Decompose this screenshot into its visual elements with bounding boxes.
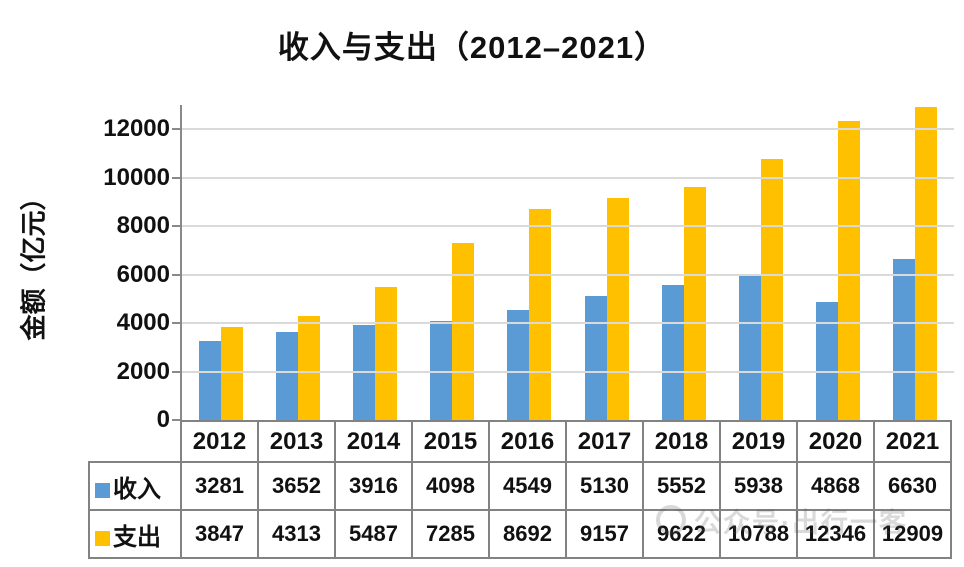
cell-expense-2019: 10788 — [719, 509, 798, 559]
cell-expense-2016: 8692 — [488, 509, 567, 559]
bar-expense-2013 — [297, 315, 320, 420]
year-header-2018: 2018 — [642, 420, 721, 463]
bar-expense-2020 — [838, 120, 861, 420]
cell-income-2015: 4098 — [411, 461, 490, 511]
y-axis-tick-4000 — [172, 322, 182, 325]
bar-income-2018 — [661, 285, 684, 420]
expense-swatch-icon — [95, 530, 110, 546]
income-swatch-icon — [95, 482, 110, 498]
category-2015 — [414, 105, 491, 420]
y-tick-label-2000: 2000 — [116, 357, 170, 385]
y-axis-tick-0 — [172, 419, 182, 421]
y-axis-tick-8000 — [172, 225, 182, 228]
gridline-6000 — [182, 273, 954, 276]
table-row-income: 收入 3281 3652 3916 4098 4549 5130 5552 5938 4868 66… — [88, 461, 952, 511]
category-2014 — [336, 105, 413, 420]
category-2017 — [568, 105, 645, 420]
bar-expense-2019 — [761, 158, 784, 420]
bar-expense-2012 — [220, 326, 243, 420]
bars-container — [182, 105, 954, 420]
bar-income-2013 — [275, 331, 298, 420]
bar-expense-2018 — [683, 186, 706, 420]
cell-income-2014: 3916 — [334, 461, 413, 511]
bar-income-2019 — [739, 276, 762, 420]
cell-expense-2012: 3847 — [180, 509, 259, 559]
year-header-2014: 2014 — [334, 420, 413, 463]
year-header-2019: 2019 — [719, 420, 798, 463]
cell-income-2018: 5552 — [642, 461, 721, 511]
y-tick-label-4000: 4000 — [116, 309, 170, 337]
year-header-2017: 2017 — [565, 420, 644, 463]
category-2013 — [259, 105, 336, 420]
bar-expense-2014 — [375, 287, 397, 420]
year-header-2016: 2016 — [488, 420, 567, 463]
cell-income-2016: 4549 — [488, 461, 567, 511]
table-corner-spacer — [89, 421, 181, 462]
cell-expense-2018: 9622 — [642, 509, 721, 559]
category-2020 — [800, 105, 877, 420]
table-row-expense: 支出 3847 4313 5487 7285 8692 9157 9622 10788 12346… — [88, 509, 952, 559]
y-axis-tick-labels: 0 2000 4000 6000 8000 10000 12000 — [58, 105, 170, 433]
category-2019 — [722, 105, 799, 420]
data-table: 2012 2013 2014 2015 2016 2017 2018 2019 2020 2021… — [88, 420, 952, 559]
chart-title: 收入与支出（2012–2021） — [277, 30, 667, 65]
cell-expense-2013: 4313 — [257, 509, 336, 559]
plot-area — [172, 105, 954, 421]
y-tick-label-0: 0 — [156, 406, 170, 433]
category-2018 — [645, 105, 722, 420]
legend-income: 收入 — [88, 461, 182, 511]
bar-expense-2021 — [915, 107, 938, 420]
gridline-2000 — [182, 370, 954, 373]
cell-expense-2015: 7285 — [411, 509, 490, 559]
gridline-10000 — [182, 176, 954, 179]
gridline-4000 — [182, 322, 954, 325]
cell-expense-2014: 5487 — [334, 509, 413, 559]
bar-income-2012 — [198, 340, 221, 420]
y-axis-tick-2000 — [172, 370, 182, 373]
year-header-2013: 2013 — [257, 420, 336, 463]
y-axis-title: 金额（亿元） — [6, 105, 58, 420]
cell-expense-2021: 12909 — [873, 509, 952, 559]
category-2016 — [491, 105, 568, 420]
bar-expense-2017 — [606, 198, 629, 420]
bar-income-2021 — [893, 259, 916, 420]
bar-income-2014 — [353, 325, 375, 420]
cell-income-2013: 3652 — [257, 461, 336, 511]
cell-income-2017: 5130 — [565, 461, 644, 511]
year-header-2012: 2012 — [180, 420, 259, 463]
year-header-2020: 2020 — [796, 420, 875, 463]
y-tick-label-10000: 10000 — [103, 163, 170, 191]
legend-expense: 支出 — [88, 509, 182, 559]
bar-income-2016 — [507, 309, 530, 420]
y-tick-label-6000: 6000 — [116, 260, 170, 288]
data-table-body: 2012 2013 2014 2015 2016 2017 2018 2019 2020 2021… — [88, 420, 952, 559]
cell-income-2012: 3281 — [180, 461, 259, 511]
category-2021 — [877, 105, 954, 420]
y-axis-tick-10000 — [172, 176, 182, 179]
bar-income-2017 — [584, 295, 607, 420]
category-2012 — [182, 105, 259, 420]
cell-expense-2020: 12346 — [796, 509, 875, 559]
legend-label-income: 收入 — [113, 475, 161, 503]
gridline-12000 — [182, 128, 954, 131]
year-header-2015: 2015 — [411, 420, 490, 463]
cell-expense-2017: 9157 — [565, 509, 644, 559]
bar-expense-2015 — [452, 243, 475, 420]
cell-income-2021: 6630 — [873, 461, 952, 511]
bar-expense-2016 — [529, 209, 552, 420]
y-tick-label-8000: 8000 — [116, 212, 170, 240]
cell-income-2019: 5938 — [719, 461, 798, 511]
gridline-8000 — [182, 225, 954, 228]
legend-label-expense: 支出 — [113, 523, 161, 551]
cell-income-2020: 4868 — [796, 461, 875, 511]
y-tick-label-12000: 12000 — [103, 115, 170, 143]
y-axis-tick-6000 — [172, 273, 182, 276]
y-axis-tick-12000 — [172, 128, 182, 131]
y-axis-title-text: 金额（亿元） — [18, 184, 49, 341]
bar-income-2015 — [430, 320, 453, 420]
year-header-2021: 2021 — [873, 420, 952, 463]
bar-income-2020 — [816, 302, 839, 420]
